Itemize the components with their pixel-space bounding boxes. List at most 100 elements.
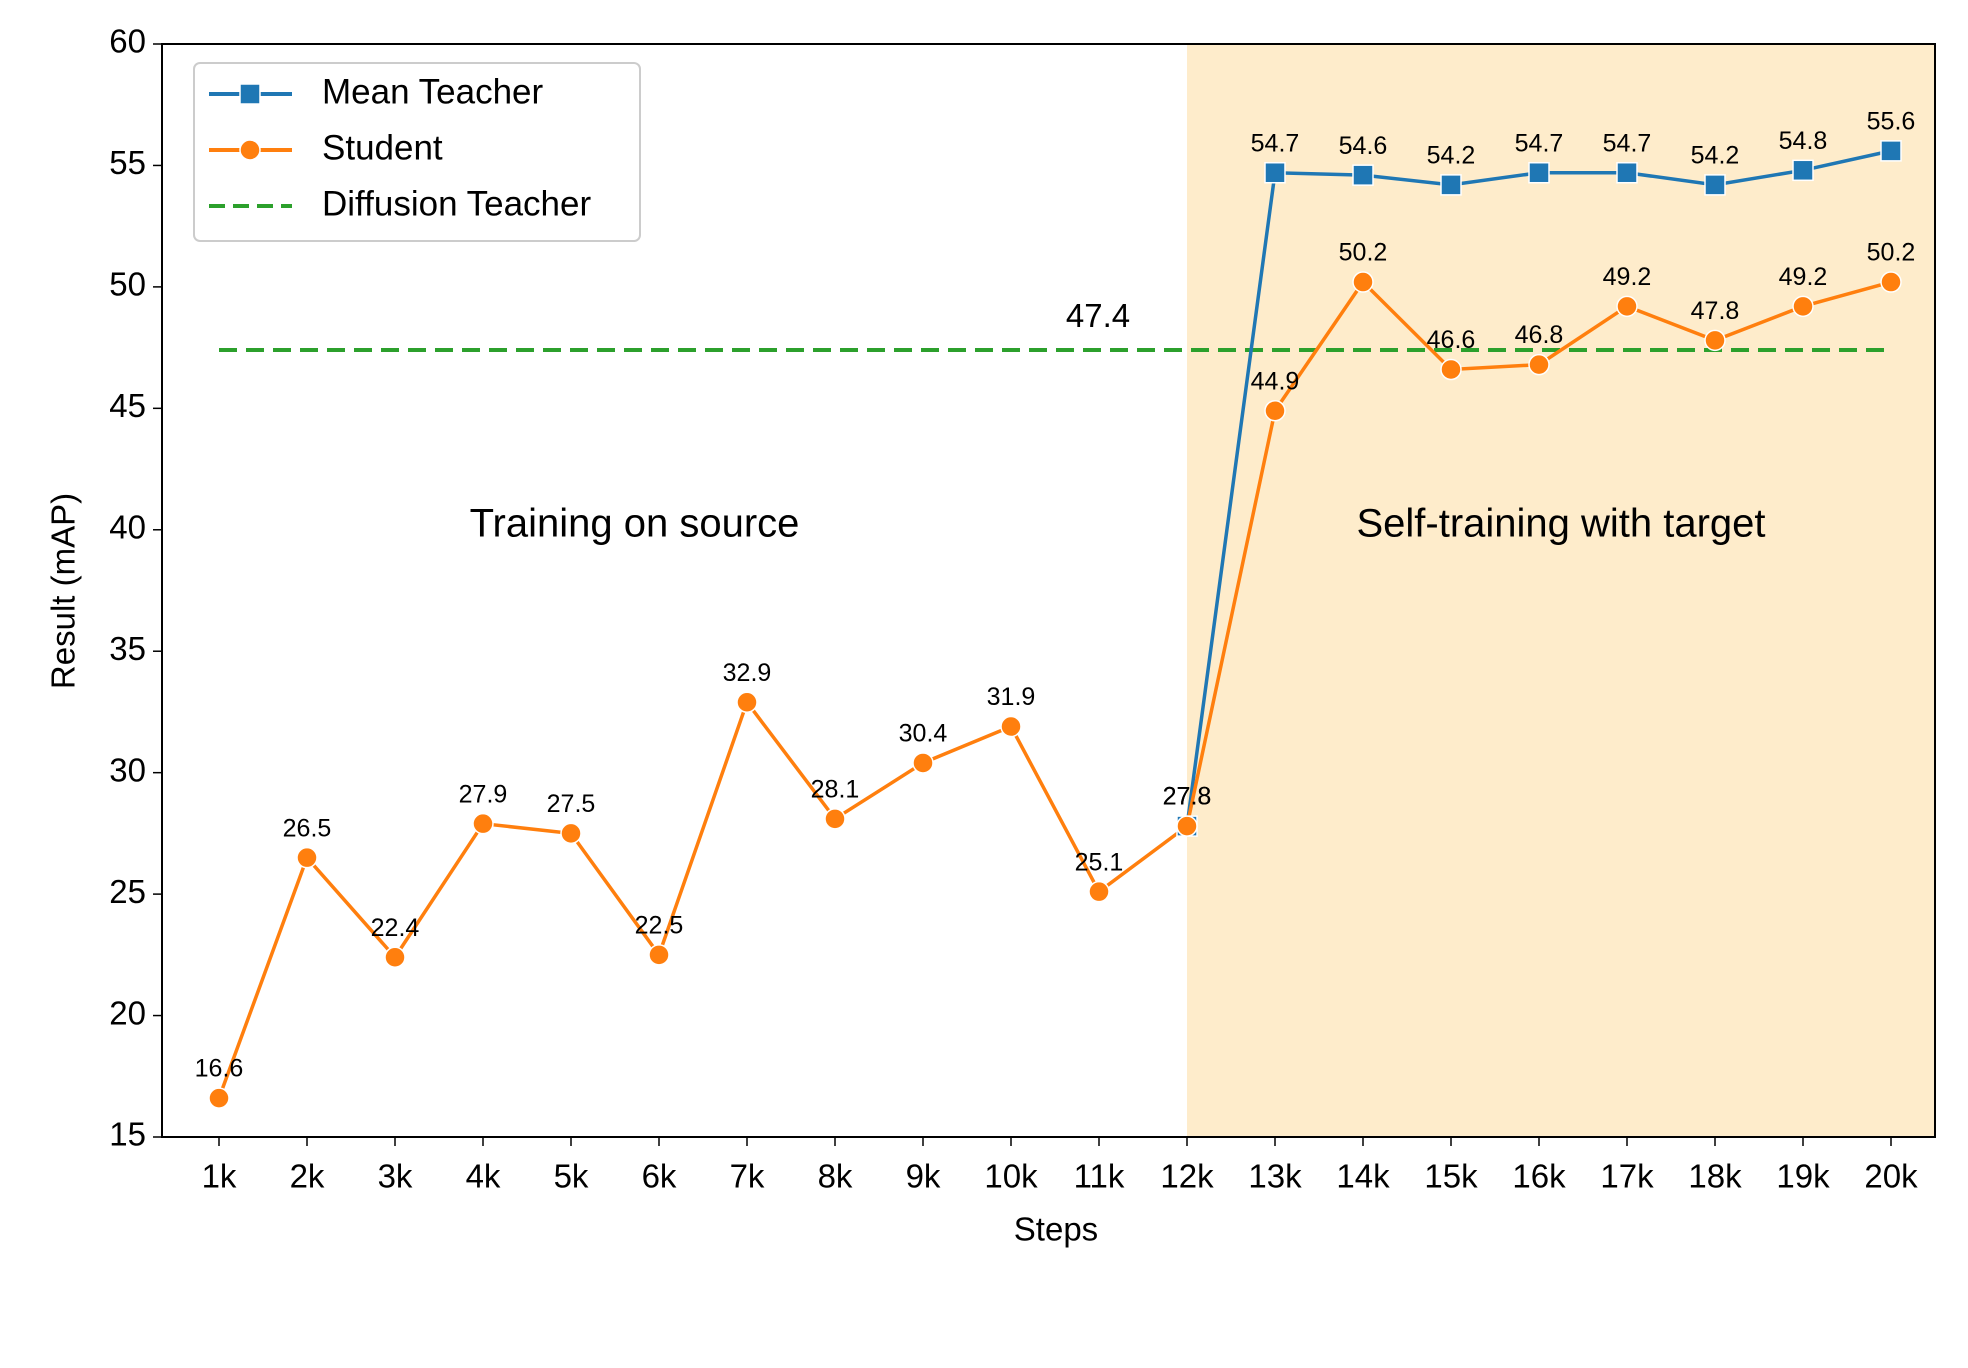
data-label: 27.8 [1163, 783, 1212, 811]
legend-marker [239, 139, 261, 161]
data-label: 49.2 [1603, 263, 1652, 291]
y-tick-label: 55 [109, 144, 146, 181]
x-tick-label: 4k [466, 1158, 501, 1195]
reference-label: 47.4 [1066, 297, 1130, 334]
point [1616, 295, 1638, 318]
series-line [217, 279, 1892, 1099]
x-tick-label: 5k [554, 1158, 589, 1195]
y-axis-label: Result (mAP) [45, 493, 82, 689]
x-tick-label: 2k [290, 1158, 325, 1195]
point [472, 812, 494, 835]
point [824, 808, 846, 830]
point [560, 822, 582, 845]
point [296, 846, 318, 869]
data-label: 47.8 [1691, 297, 1740, 325]
x-tick-label: 11k [1074, 1158, 1125, 1195]
point [384, 946, 406, 969]
point [1264, 161, 1286, 184]
point [1440, 358, 1462, 381]
x-tick-label: 14k [1336, 1158, 1390, 1195]
x-tick-label: 10k [984, 1158, 1038, 1195]
data-label: 22.5 [635, 911, 684, 939]
point [1792, 295, 1814, 318]
legend-marker [239, 83, 261, 105]
x-tick-label: 15k [1424, 1158, 1478, 1195]
data-label: 54.7 [1603, 129, 1652, 157]
data-label: 28.1 [811, 775, 860, 803]
point [1704, 174, 1726, 196]
point [912, 752, 934, 774]
data-label: 54.7 [1251, 129, 1300, 157]
y-tick-label: 45 [109, 387, 146, 424]
x-tick-label: 12k [1160, 1158, 1214, 1195]
data-label: 16.6 [195, 1055, 244, 1083]
point [1528, 353, 1550, 376]
legend-box [193, 62, 641, 242]
point [648, 944, 670, 966]
x-tick-label: 16k [1512, 1158, 1566, 1195]
point [1440, 174, 1462, 196]
data-label: 54.7 [1515, 129, 1564, 157]
annotation: Training on source [470, 502, 800, 546]
data-label: 55.6 [1867, 107, 1916, 135]
data-label: 32.9 [723, 659, 772, 687]
data-label: 25.1 [1075, 848, 1124, 876]
point [208, 1087, 230, 1109]
data-label: 27.9 [459, 780, 508, 808]
plot-frame [161, 43, 1936, 1138]
point [1264, 400, 1286, 422]
data-label: 31.9 [987, 683, 1036, 711]
x-tick-label: 6k [642, 1158, 677, 1195]
x-tick-label: 8k [818, 1158, 853, 1195]
y-tick-label: 15 [109, 1116, 146, 1153]
x-tick-label: 13k [1248, 1158, 1302, 1195]
point [1880, 140, 1902, 162]
point [1176, 815, 1198, 837]
data-label: 30.4 [899, 720, 948, 748]
legend: Mean Teacher Student Diffusion Teacher [193, 62, 641, 242]
data-label: 54.6 [1339, 132, 1388, 160]
x-axis-label: Steps [1014, 1211, 1098, 1248]
legend-label: Diffusion Teacher [322, 184, 591, 223]
y-tick-label: 20 [109, 994, 146, 1031]
x-tick-label: 1k [202, 1158, 237, 1195]
legend-label: Mean Teacher [322, 72, 544, 111]
x-tick-label: 9k [906, 1158, 941, 1195]
point [1704, 329, 1726, 352]
data-label: 27.5 [547, 790, 596, 818]
point [736, 691, 758, 713]
data-label: 50.2 [1339, 239, 1388, 267]
x-tick-label: 20k [1864, 1158, 1918, 1195]
data-label: 26.5 [283, 814, 332, 842]
data-label: 22.4 [371, 914, 420, 942]
data-label: 46.6 [1427, 326, 1476, 354]
point [1088, 880, 1110, 903]
shaded-region [1187, 44, 1935, 1137]
x-tick-label: 3k [378, 1158, 413, 1195]
x-tick-label: 18k [1688, 1158, 1742, 1195]
y-tick-label: 30 [109, 751, 146, 788]
data-label: 54.2 [1427, 141, 1476, 169]
data-label: 46.8 [1515, 321, 1564, 349]
y-tick-label: 60 [109, 23, 146, 60]
x-tick-label: 17k [1600, 1158, 1654, 1195]
y-tick-label: 50 [109, 266, 146, 303]
point [1616, 161, 1638, 184]
annotation: Self-training with target [1356, 502, 1765, 546]
y-tick-label: 35 [109, 630, 146, 667]
point [1352, 271, 1374, 293]
data-label: 49.2 [1779, 263, 1828, 291]
data-label: 54.2 [1691, 141, 1740, 169]
point [1000, 715, 1022, 738]
point [1352, 164, 1374, 186]
point [1792, 159, 1814, 182]
data-label: 44.9 [1251, 367, 1300, 395]
data-label: 27.8 [1163, 783, 1212, 811]
x-tick-label: 7k [730, 1158, 765, 1195]
data-label: 54.8 [1779, 127, 1828, 155]
y-tick-label: 40 [109, 508, 146, 545]
point [1528, 161, 1550, 184]
data-label: 50.2 [1867, 239, 1916, 267]
y-tick-label: 25 [109, 873, 146, 910]
